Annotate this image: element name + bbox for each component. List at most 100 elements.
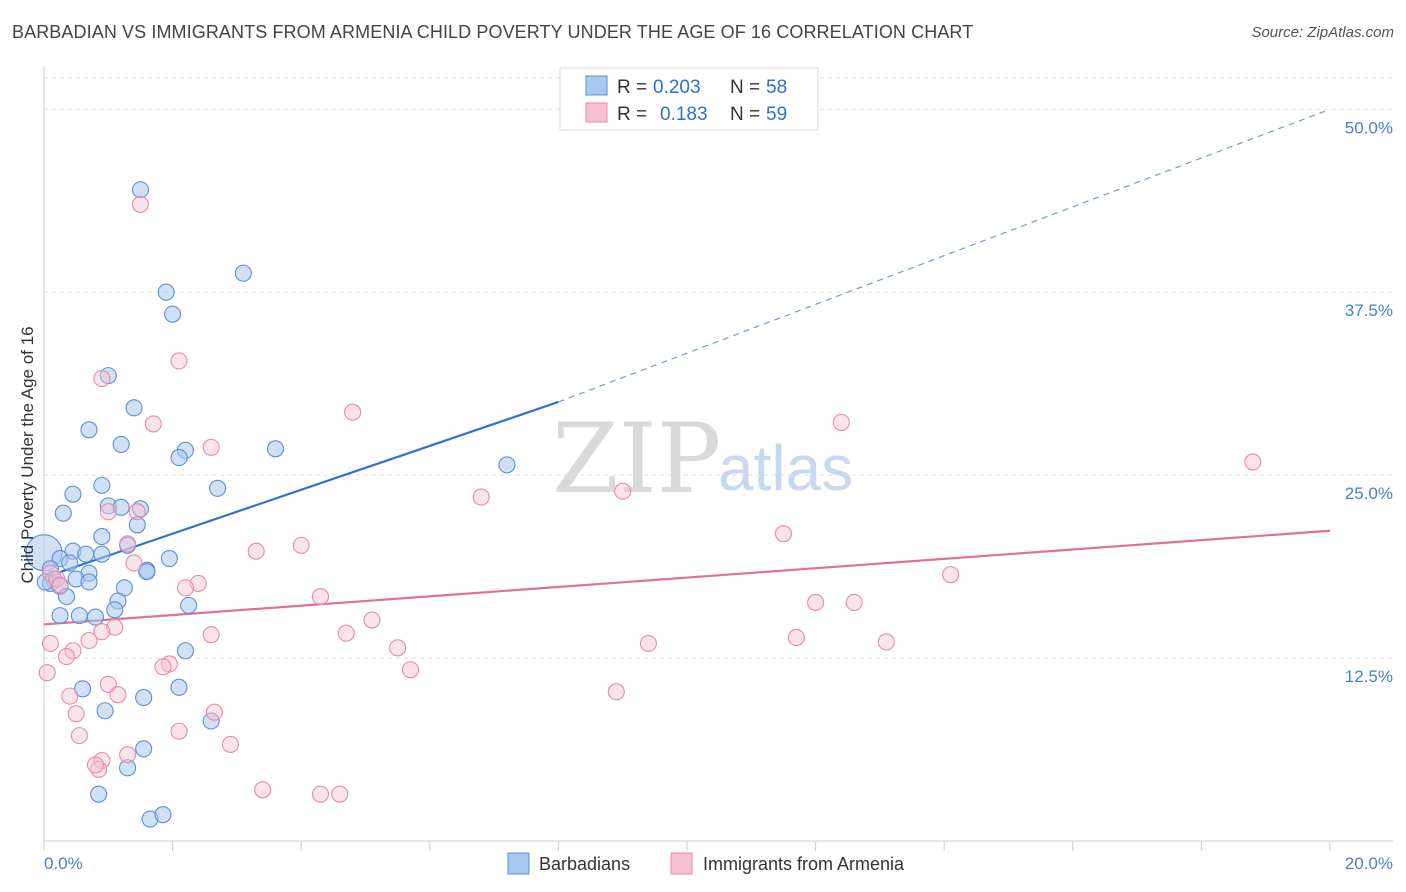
data-point-barbadians — [80, 573, 98, 591]
watermark-atlas: atlas — [718, 432, 853, 504]
data-point-armenia — [128, 503, 146, 521]
data-point-armenia — [189, 574, 207, 592]
data-point-armenia — [144, 415, 162, 433]
data-point-armenia — [109, 686, 127, 704]
data-point-barbadians — [112, 498, 130, 516]
x-tick-label-max: 20.0% — [1345, 854, 1393, 873]
data-point-armenia — [125, 554, 143, 572]
data-point-barbadians — [135, 689, 153, 707]
data-point-armenia — [787, 629, 805, 647]
trend-lines — [43, 108, 1331, 626]
data-point-armenia — [51, 576, 69, 594]
data-point-armenia — [363, 611, 381, 629]
data-point-armenia — [311, 785, 330, 803]
data-point-armenia — [389, 639, 407, 657]
data-point-barbadians — [180, 596, 198, 614]
data-point-armenia — [154, 658, 172, 676]
data-point-barbadians — [96, 702, 114, 720]
chart-source: Source: ZipAtlas.com — [1251, 24, 1394, 41]
data-point-barbadians — [80, 421, 98, 439]
data-point-armenia — [614, 482, 632, 500]
data-point-armenia — [176, 579, 195, 597]
data-point-armenia — [254, 781, 272, 799]
data-point-armenia — [99, 503, 117, 521]
data-point-barbadians — [54, 504, 72, 522]
data-point-barbadians — [135, 740, 153, 758]
data-point-barbadians — [176, 642, 195, 660]
legend-n-value-2: 59 — [766, 104, 787, 125]
data-point-armenia — [61, 687, 79, 705]
data-point-armenia — [292, 536, 310, 554]
bottom-legend-swatch-pink — [670, 852, 693, 875]
data-point-barbadians — [93, 545, 111, 563]
data-point-armenia — [86, 756, 104, 774]
y-axis-title: Child Poverty Under the Age of 16 — [18, 326, 37, 583]
data-point-armenia — [106, 618, 124, 636]
data-point-armenia — [832, 413, 850, 432]
data-point-armenia — [311, 588, 330, 606]
data-point-barbadians — [234, 264, 252, 282]
data-point-armenia — [119, 746, 137, 764]
data-point-armenia — [247, 542, 265, 560]
x-tick-label-min: 0.0% — [44, 854, 83, 873]
legend-n-value-1: 58 — [766, 77, 787, 98]
data-point-armenia — [57, 648, 76, 666]
data-point-armenia — [93, 623, 111, 641]
data-point-armenia — [119, 535, 137, 553]
data-point-barbadians — [209, 479, 227, 497]
grid-lines — [44, 77, 1393, 659]
data-point-barbadians — [170, 449, 188, 467]
data-point-armenia — [67, 705, 85, 723]
trend-line-armenia — [43, 529, 1331, 626]
data-point-barbadians — [86, 608, 104, 626]
bottom-legend-swatch-blue — [507, 852, 530, 875]
legend-r-value-1: 0.203 — [653, 77, 701, 98]
data-point-barbadians — [160, 550, 178, 568]
y-tick-label: 37.5% — [1345, 301, 1393, 320]
data-point-armenia — [93, 369, 111, 388]
data-point-armenia — [202, 438, 220, 456]
data-point-armenia — [80, 631, 98, 650]
data-point-armenia — [170, 352, 188, 370]
data-point-armenia — [344, 403, 362, 421]
data-point-armenia — [70, 727, 88, 745]
y-tick-label: 12.5% — [1345, 667, 1393, 686]
data-point-barbadians — [93, 528, 111, 546]
data-point-armenia — [607, 683, 625, 701]
data-point-barbadians — [125, 399, 143, 417]
data-point-armenia — [170, 722, 188, 740]
y-tick-label: 25.0% — [1345, 484, 1393, 503]
data-point-armenia — [131, 195, 149, 213]
data-point-barbadians — [77, 545, 95, 563]
data-point-armenia — [331, 785, 349, 803]
axes — [43, 66, 1393, 851]
data-point-barbadians — [106, 601, 124, 619]
data-point-armenia — [337, 624, 355, 642]
data-point-armenia — [472, 488, 490, 506]
data-point-armenia — [41, 564, 59, 582]
legend: R = 0.203 N = 58 R = 0.183 N = 59 — [559, 67, 819, 131]
chart-title: BARBADIAN VS IMMIGRANTS FROM ARMENIA CHI… — [12, 22, 974, 42]
data-point-armenia — [639, 634, 657, 652]
data-point-barbadians — [112, 435, 130, 453]
data-point-barbadians — [70, 607, 88, 625]
watermark-zip: ZIP — [552, 403, 721, 515]
data-point-armenia — [1244, 453, 1262, 471]
data-point-barbadians — [64, 485, 82, 503]
bottom-legend: Barbadians Immigrants from Armenia — [507, 852, 905, 875]
data-point-armenia — [401, 661, 420, 679]
data-point-barbadians — [128, 516, 146, 534]
data-point-barbadians — [157, 283, 175, 301]
data-point-armenia — [774, 525, 793, 543]
data-point-barbadians — [93, 476, 111, 494]
data-point-armenia — [877, 633, 895, 651]
data-point-barbadians — [266, 440, 285, 458]
data-point-barbadians — [61, 554, 79, 572]
data-point-barbadians — [202, 712, 220, 730]
data-point-armenia — [38, 664, 56, 682]
data-point-armenia — [64, 642, 82, 660]
data-point-barbadians — [74, 680, 92, 698]
legend-r-label-2: R = — [617, 104, 647, 125]
data-point-armenia — [205, 703, 223, 721]
